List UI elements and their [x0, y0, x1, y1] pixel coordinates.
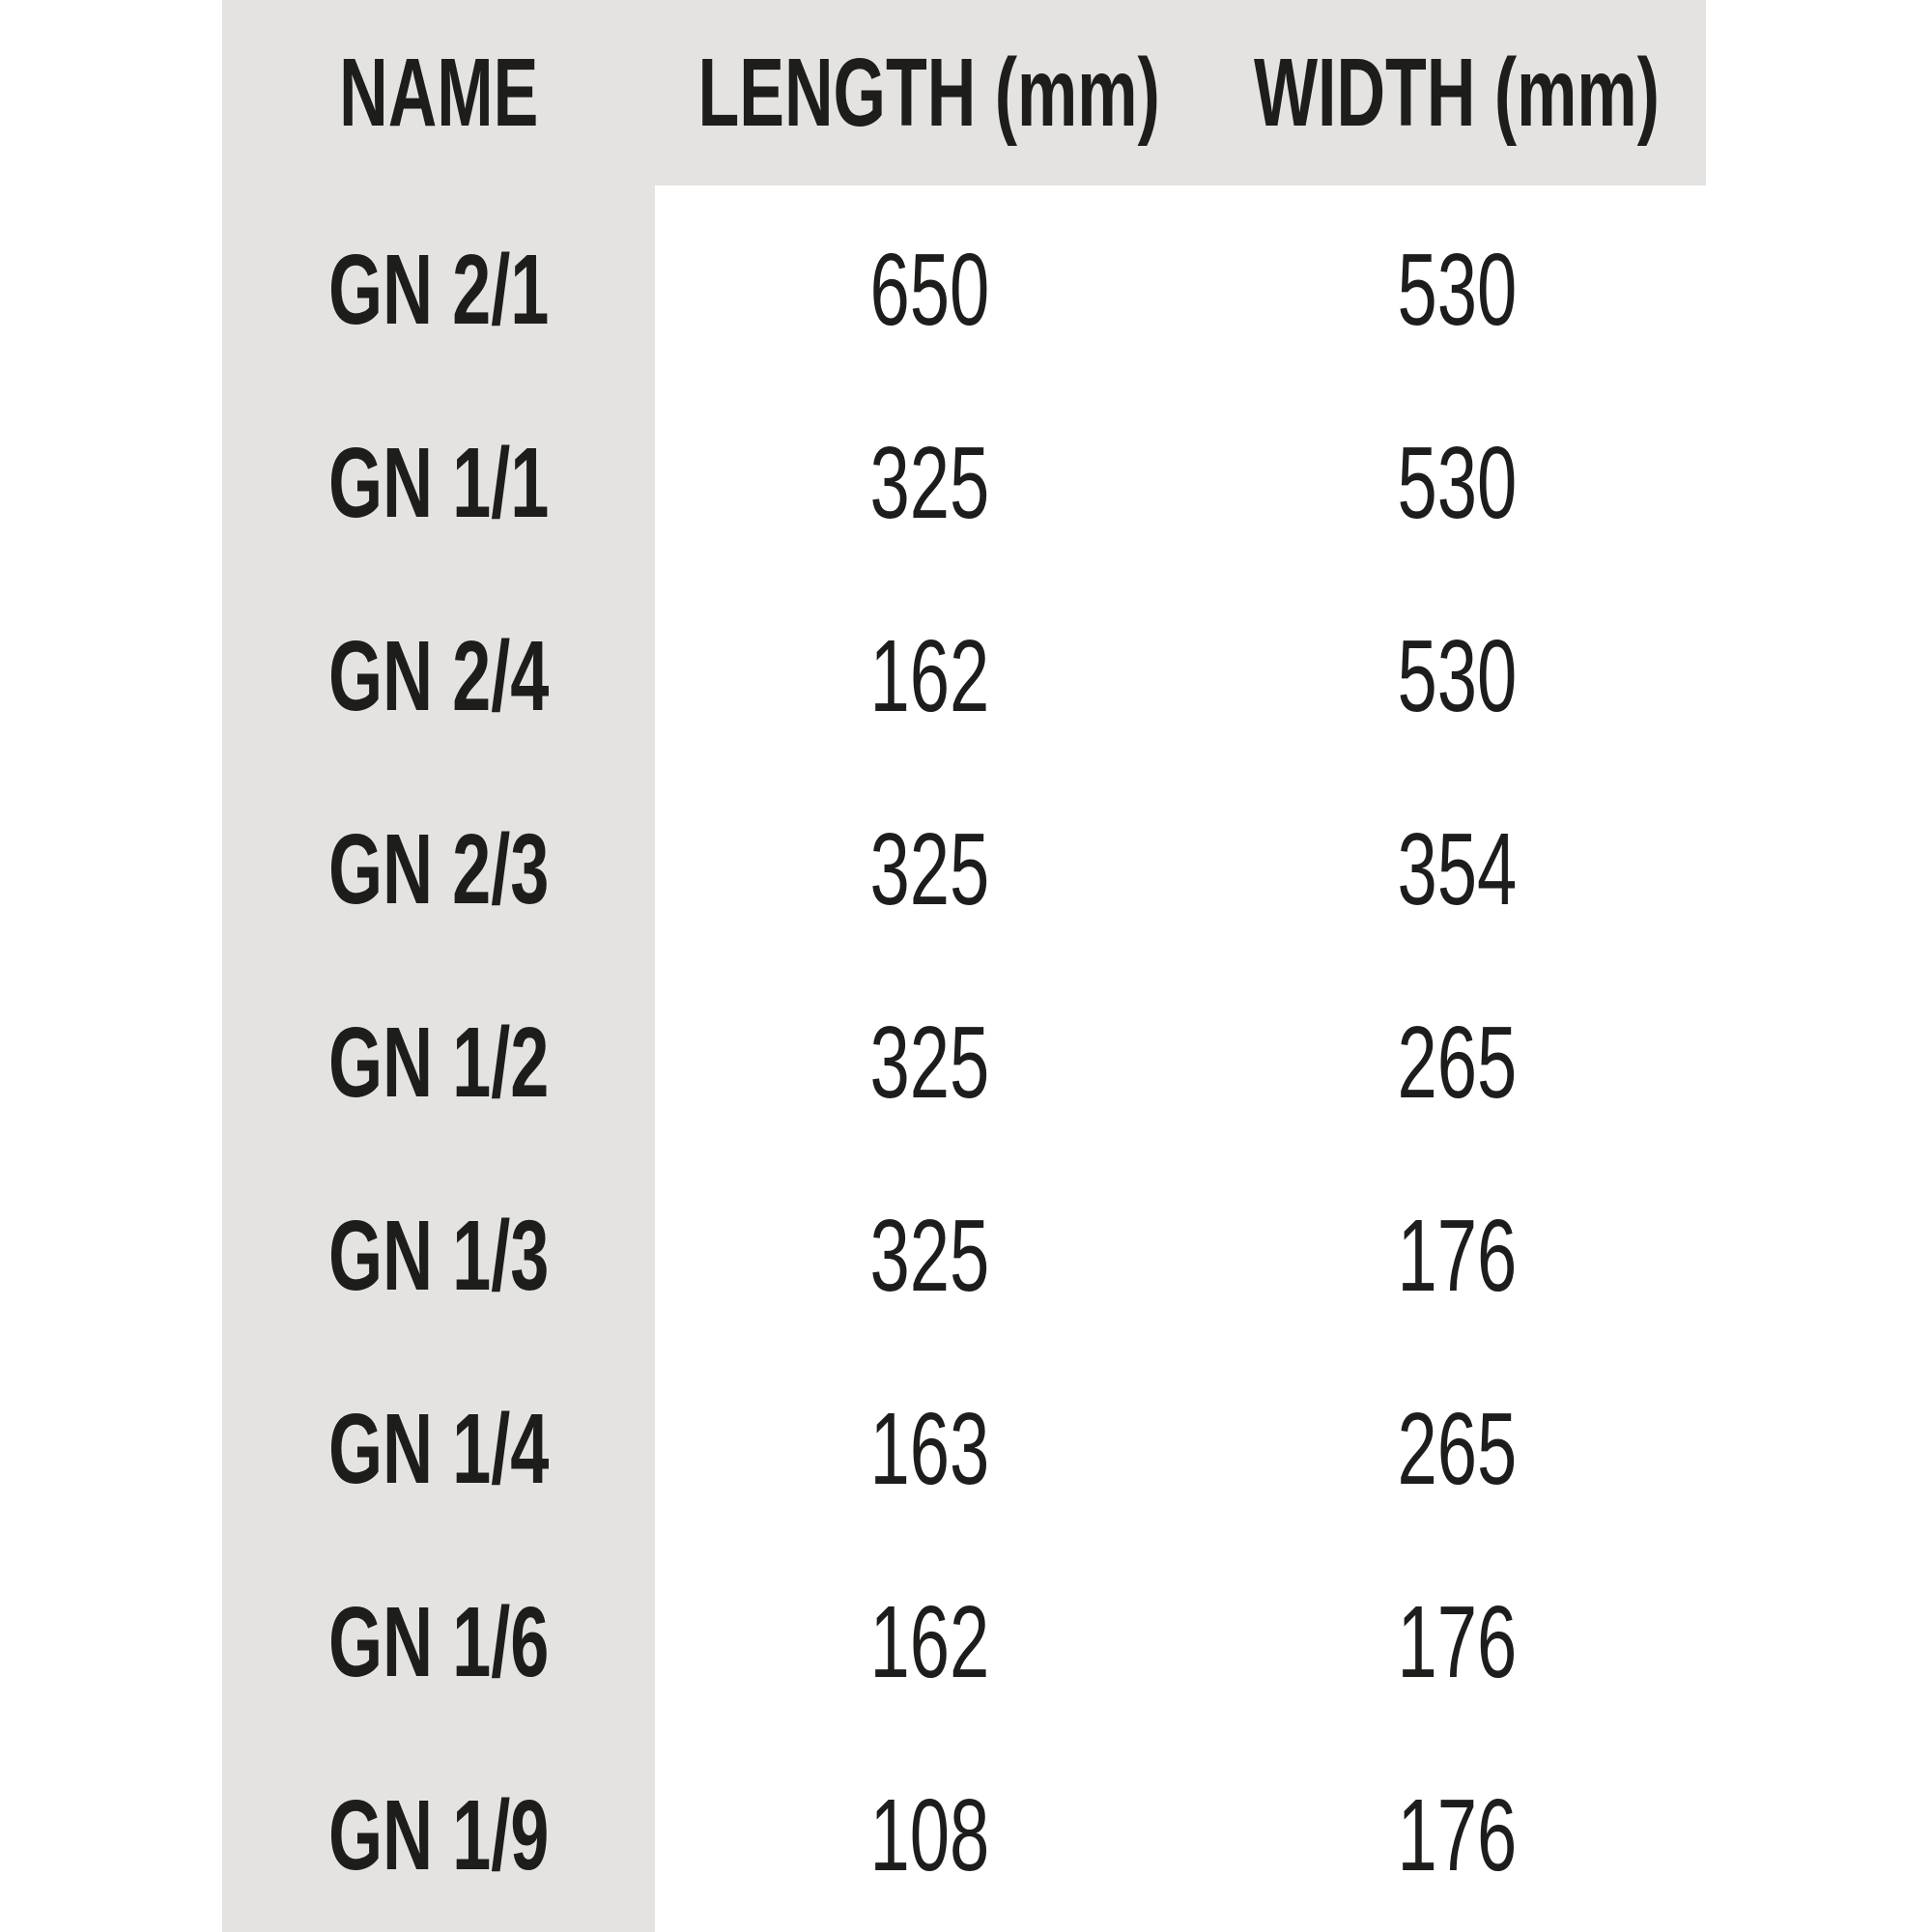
- row-name-cell: GN 2/3: [222, 773, 655, 966]
- row-name-value: GN 1/2: [327, 1007, 550, 1118]
- row-name-value: GN 2/4: [327, 620, 550, 731]
- row-name-value: GN 1/9: [327, 1779, 550, 1890]
- row-width-value: 176: [1397, 1198, 1517, 1313]
- table-row: GN 1/2 325 265: [0, 966, 1932, 1159]
- table-row: GN 1/6 162 176: [0, 1546, 1932, 1739]
- row-width-value: 176: [1397, 1584, 1517, 1699]
- row-width-cell: 176: [1204, 1159, 1710, 1352]
- row-name-cell: GN 1/6: [222, 1546, 655, 1739]
- row-length-value: 325: [869, 1005, 989, 1120]
- row-width-value: 530: [1397, 232, 1517, 347]
- row-width-cell: 265: [1204, 966, 1710, 1159]
- row-name-value: GN 1/3: [327, 1200, 550, 1311]
- row-width-value: 176: [1397, 1777, 1517, 1892]
- row-width-cell: 530: [1204, 386, 1710, 580]
- row-length-value: 325: [869, 1198, 989, 1313]
- table-row: GN 2/4 162 530: [0, 580, 1932, 773]
- row-name-value: GN 2/3: [327, 813, 550, 924]
- row-length-value: 325: [869, 811, 989, 926]
- row-width-cell: 265: [1204, 1352, 1710, 1546]
- row-name-cell: GN 2/1: [222, 193, 655, 386]
- row-length-cell: 325: [655, 386, 1204, 580]
- row-length-cell: 162: [655, 1546, 1204, 1739]
- row-length-value: 163: [869, 1391, 989, 1506]
- row-name-value: GN 1/4: [327, 1393, 550, 1504]
- row-name-cell: GN 1/3: [222, 1159, 655, 1352]
- row-width-value: 530: [1397, 425, 1517, 540]
- row-length-cell: 162: [655, 580, 1204, 773]
- row-width-cell: 530: [1204, 580, 1710, 773]
- table-row: GN 1/9 108 176: [0, 1739, 1932, 1932]
- column-header-length: LENGTH (mm): [655, 0, 1204, 185]
- row-length-value: 108: [869, 1777, 989, 1892]
- name-column-background-band: [222, 0, 655, 1932]
- row-length-cell: 325: [655, 773, 1204, 966]
- table-row: GN 2/1 650 530: [0, 193, 1932, 386]
- row-width-cell: 354: [1204, 773, 1710, 966]
- row-length-value: 162: [869, 1584, 989, 1699]
- column-header-length-label: LENGTH (mm): [697, 38, 1161, 147]
- row-name-cell: GN 1/9: [222, 1739, 655, 1932]
- row-name-cell: GN 2/4: [222, 580, 655, 773]
- row-length-cell: 650: [655, 193, 1204, 386]
- column-header-width: WIDTH (mm): [1204, 0, 1710, 185]
- row-width-cell: 530: [1204, 193, 1710, 386]
- row-width-value: 354: [1397, 811, 1517, 926]
- row-width-cell: 176: [1204, 1739, 1710, 1932]
- row-name-value: GN 1/6: [327, 1586, 550, 1697]
- row-width-value: 530: [1397, 618, 1517, 733]
- table-row: GN 1/3 325 176: [0, 1159, 1932, 1352]
- table-row: GN 1/4 163 265: [0, 1352, 1932, 1546]
- row-length-value: 325: [869, 425, 989, 540]
- row-length-cell: 325: [655, 966, 1204, 1159]
- row-name-cell: GN 1/4: [222, 1352, 655, 1546]
- row-length-cell: 325: [655, 1159, 1204, 1352]
- row-length-cell: 108: [655, 1739, 1204, 1932]
- row-width-value: 265: [1397, 1391, 1517, 1506]
- column-header-width-label: WIDTH (mm): [1254, 38, 1660, 147]
- column-header-name-label: NAME: [338, 38, 539, 147]
- row-length-value: 650: [869, 232, 989, 347]
- row-length-cell: 163: [655, 1352, 1204, 1546]
- table-row: GN 2/3 325 354: [0, 773, 1932, 966]
- row-name-value: GN 2/1: [327, 234, 550, 345]
- row-name-value: GN 1/1: [327, 427, 550, 538]
- row-width-value: 265: [1397, 1005, 1517, 1120]
- row-name-cell: GN 1/1: [222, 386, 655, 580]
- table-header-row: NAME LENGTH (mm) WIDTH (mm): [0, 0, 1932, 185]
- row-length-value: 162: [869, 618, 989, 733]
- row-name-cell: GN 1/2: [222, 966, 655, 1159]
- row-width-cell: 176: [1204, 1546, 1710, 1739]
- column-header-name: NAME: [222, 0, 655, 185]
- header-row-background-band: [222, 0, 1706, 185]
- table-row: GN 1/1 325 530: [0, 386, 1932, 580]
